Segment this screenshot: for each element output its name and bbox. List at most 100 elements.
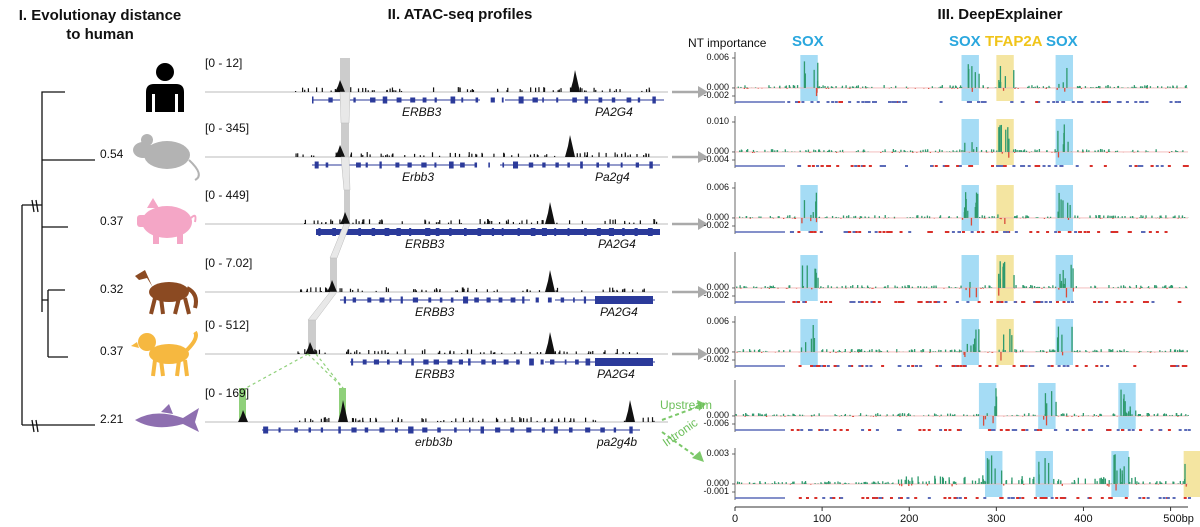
importance-bar	[1080, 87, 1083, 89]
sequence-dot	[1106, 101, 1110, 103]
sequence-dot	[939, 101, 943, 103]
atac-noise-peak	[507, 87, 509, 92]
sequence-dot	[878, 497, 882, 499]
importance-bar	[1054, 149, 1056, 152]
atac-noise-peak	[436, 420, 439, 422]
atac-track-horse	[205, 258, 708, 304]
importance-bar	[1027, 415, 1029, 416]
importance-bar	[1157, 413, 1159, 416]
importance-bar	[739, 351, 741, 352]
sequence-dot	[1089, 165, 1093, 167]
importance-bar	[997, 214, 999, 218]
importance-bar	[1072, 287, 1075, 292]
importance-bar	[1049, 87, 1051, 88]
importance-bar	[875, 286, 877, 288]
importance-bar	[983, 217, 986, 219]
sequence-dot	[958, 165, 962, 167]
atac-noise-peak	[533, 153, 535, 157]
sequence-dot	[943, 301, 947, 303]
importance-bar	[1079, 350, 1081, 352]
atac-noise-peak	[603, 352, 605, 354]
atac-noise-peak	[470, 349, 473, 354]
importance-bar	[762, 351, 765, 352]
importance-bar	[1117, 216, 1119, 218]
atac-noise-peak	[529, 154, 532, 157]
atac-noise-peak	[554, 351, 557, 354]
gene-exon	[351, 358, 354, 366]
y-tick-label: 0.010	[706, 116, 729, 126]
sequence-dot	[900, 301, 904, 303]
atac-noise-peak	[304, 418, 306, 422]
sequence-dot	[1020, 365, 1024, 367]
importance-bar	[899, 415, 901, 417]
importance-bar	[892, 149, 895, 152]
sequence-dot	[1177, 301, 1181, 303]
importance-bar	[1034, 149, 1036, 152]
importance-bar	[783, 350, 785, 352]
connector-dashed	[307, 353, 344, 389]
importance-bar	[1044, 414, 1046, 416]
sequence-dot	[1044, 301, 1048, 303]
sequence-dot	[1183, 497, 1187, 499]
sequence-dot	[1039, 497, 1043, 499]
atac-noise-peak	[472, 90, 474, 92]
sequence-dot	[833, 365, 837, 367]
importance-bar	[1122, 398, 1125, 416]
atac-noise-peak	[469, 420, 471, 422]
gene-exon	[351, 427, 357, 433]
atac-noise-peak	[324, 352, 326, 354]
importance-bar	[961, 217, 964, 220]
atac-noise-peak	[609, 219, 611, 224]
atac-noise-peak	[455, 418, 457, 422]
importance-bar	[765, 415, 768, 418]
importance-bar	[1174, 349, 1177, 352]
gene-exon	[564, 359, 567, 365]
importance-bar	[824, 481, 826, 484]
importance-bar	[1057, 151, 1060, 158]
importance-bar	[963, 150, 965, 152]
gene-exon	[469, 427, 471, 433]
importance-bar	[815, 272, 817, 288]
gene-exon	[542, 97, 544, 103]
gene-exon	[541, 427, 545, 433]
atac-noise-peak	[467, 287, 469, 292]
importance-bar	[927, 414, 930, 416]
importance-bar	[787, 215, 789, 218]
deepexplainer-panel-4	[732, 252, 1188, 304]
sequence-dot	[978, 365, 982, 367]
importance-bar	[856, 287, 858, 288]
atac-noise-peak	[365, 87, 367, 92]
importance-bar	[933, 285, 935, 288]
sequence-dot	[877, 301, 881, 303]
importance-bar	[825, 87, 827, 89]
importance-bar	[948, 151, 951, 152]
sequence-dot	[1035, 301, 1039, 303]
importance-bar	[1147, 151, 1149, 152]
sequence-dot	[939, 365, 943, 367]
gene-exon	[542, 162, 546, 168]
atac-noise-peak	[419, 155, 421, 157]
importance-bar	[1101, 217, 1103, 219]
importance-bar	[1017, 87, 1019, 89]
importance-bar	[829, 351, 831, 353]
atac-noise-peak	[363, 219, 365, 224]
atac-noise-peak	[546, 154, 548, 157]
importance-bar	[920, 151, 922, 153]
section-title-atac: II. ATAC-seq profiles	[387, 6, 533, 23]
importance-bar	[963, 351, 965, 355]
importance-bar	[770, 286, 773, 288]
atac-noise-peak	[614, 219, 616, 224]
importance-bar	[822, 349, 824, 352]
importance-bar	[1003, 483, 1005, 486]
sequence-dot	[968, 165, 972, 167]
importance-bar	[1099, 86, 1101, 88]
importance-bar	[929, 351, 931, 353]
importance-bar	[925, 481, 927, 484]
importance-bar	[776, 150, 779, 152]
atac-noise-peak	[321, 87, 323, 92]
importance-bar	[911, 350, 914, 352]
atac-noise-peak	[520, 418, 522, 422]
sequence-dot	[1022, 429, 1026, 431]
importance-bar	[1146, 87, 1148, 89]
sequence-dot	[1162, 497, 1166, 499]
